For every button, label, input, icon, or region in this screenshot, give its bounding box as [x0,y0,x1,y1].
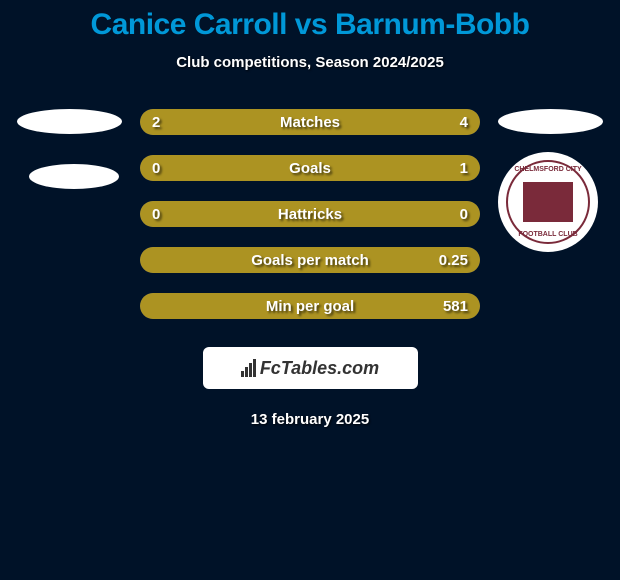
left-oval-2 [29,164,119,189]
subtitle: Club competitions, Season 2024/2025 [0,54,620,71]
left-player-markers [17,109,122,189]
stat-label: Goals per match [140,252,480,269]
stat-label: Min per goal [140,298,480,315]
badge-text-bottom: FOOTBALL CLUB [508,231,588,238]
stat-right-value: 0.25 [439,252,468,269]
footer-logo: FcTables.com [203,347,418,389]
stat-row: 2Matches4 [140,109,480,135]
stat-right-value: 1 [460,160,468,177]
right-player-markers: CHELMSFORD CITY FOOTBALL CLUB [498,109,603,252]
stats-area: 2Matches40Goals10Hattricks0Goals per mat… [0,109,620,319]
stat-label: Matches [140,114,480,131]
page-title: Canice Carroll vs Barnum-Bobb [0,8,620,42]
main-container: Canice Carroll vs Barnum-Bobb Club compe… [0,0,620,428]
left-oval-1 [17,109,122,134]
right-oval-1 [498,109,603,134]
badge-text-top: CHELMSFORD CITY [508,166,588,173]
logo-text: FcTables.com [260,358,379,379]
stat-label: Goals [140,160,480,177]
stat-right-value: 4 [460,114,468,131]
club-badge: CHELMSFORD CITY FOOTBALL CLUB [498,152,598,252]
stat-row: 0Goals1 [140,155,480,181]
stat-row: Min per goal581 [140,293,480,319]
stat-right-value: 581 [443,298,468,315]
stat-right-value: 0 [460,206,468,223]
stat-row: 0Hattricks0 [140,201,480,227]
badge-ring: CHELMSFORD CITY FOOTBALL CLUB [506,160,590,244]
stat-label: Hattricks [140,206,480,223]
chart-icon [241,359,256,377]
stat-bars: 2Matches40Goals10Hattricks0Goals per mat… [140,109,480,319]
badge-shield [523,182,573,222]
date-label: 13 february 2025 [0,411,620,428]
stat-row: Goals per match0.25 [140,247,480,273]
